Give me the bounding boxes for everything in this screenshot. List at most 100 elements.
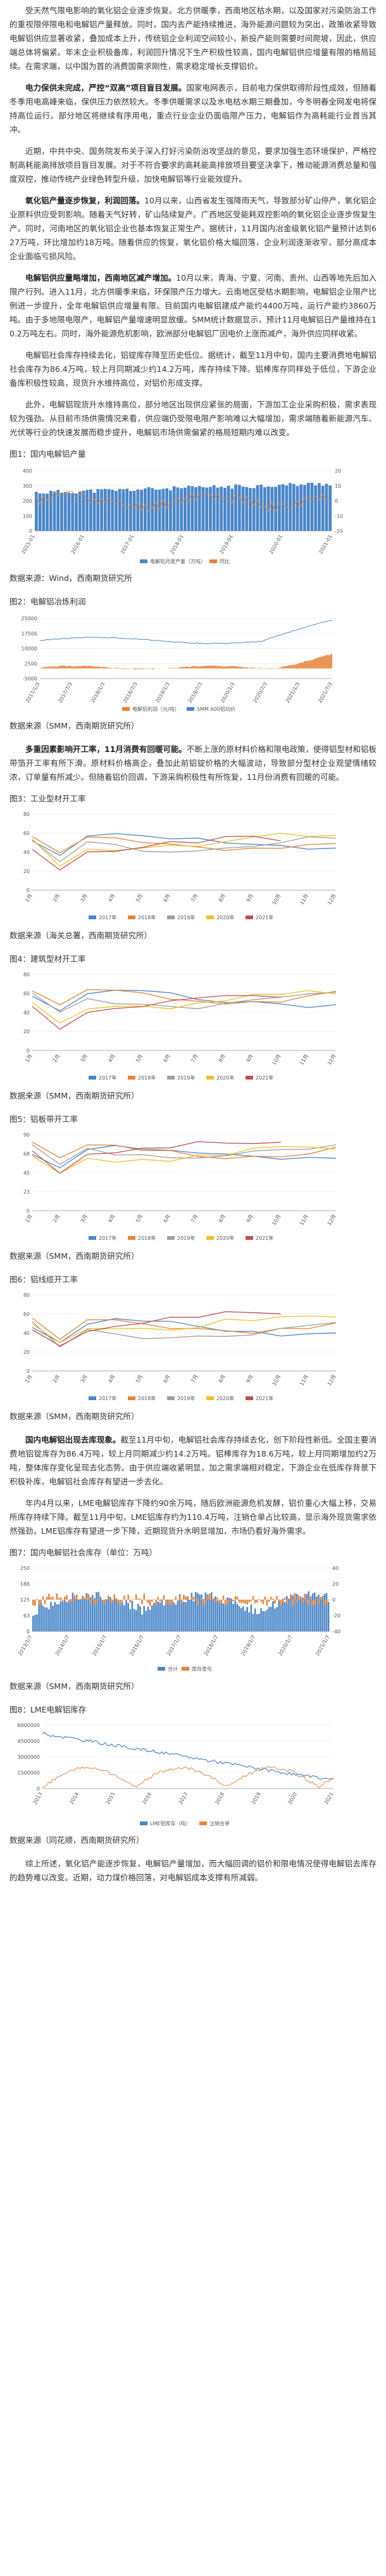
- bar: [194, 1591, 197, 1631]
- figure-source: 数据来源（海关总署，西南期货研究所）: [9, 931, 153, 940]
- bar: [178, 1594, 181, 1631]
- bar: [252, 488, 256, 531]
- legend-label: 2021年: [256, 1074, 273, 1081]
- bar: [216, 1600, 218, 1631]
- series-line: [32, 1146, 337, 1174]
- bar: [143, 488, 147, 531]
- bar: [183, 1595, 185, 1600]
- paragraph-text: 10月以来，山西省发生强降雨天气，导致部分矿山停产，氧化铝企业原料供应受到影响。…: [9, 196, 377, 261]
- bar: [270, 1597, 272, 1600]
- x-tick-label: 2021/1/3: [285, 682, 301, 705]
- legend-swatch: [246, 1236, 253, 1240]
- x-tick-label: 3月: [80, 1214, 89, 1224]
- x-tick-label: 2019/1/7: [240, 1635, 256, 1657]
- bar: [264, 1596, 266, 1600]
- bar: [172, 486, 176, 531]
- bar: [155, 1600, 157, 1605]
- x-tick-label: 5月: [135, 1214, 144, 1224]
- bar: [281, 484, 285, 531]
- bar: [62, 1602, 64, 1631]
- x-tick-label: 5月: [135, 1374, 144, 1384]
- y2-tick-label: 40: [332, 1565, 339, 1571]
- bar: [118, 488, 121, 531]
- bar: [105, 1598, 108, 1631]
- bar: [262, 1600, 264, 1605]
- bar: [49, 490, 53, 531]
- bar: [82, 1596, 84, 1631]
- bar: [35, 492, 38, 531]
- bar: [311, 1593, 314, 1631]
- bar: [87, 1597, 90, 1631]
- bar: [44, 1600, 46, 1604]
- x-tick-label: 1月: [24, 1054, 33, 1064]
- bar: [119, 1605, 121, 1631]
- bar: [204, 1592, 207, 1631]
- bar: [215, 1600, 216, 1603]
- bar: [266, 1609, 268, 1631]
- bar: [300, 1596, 302, 1600]
- bar: [189, 1600, 191, 1631]
- y2-tick-label: -20: [335, 528, 343, 534]
- paragraph-text: 电解铝社会库存持续去化，铝锭库存降至历史低位。据统计，截至11月中旬，国内主要消…: [9, 350, 377, 388]
- bar: [222, 1595, 225, 1600]
- bar: [228, 1598, 230, 1631]
- bar: [54, 1602, 56, 1631]
- bar: [268, 1600, 270, 1602]
- bar: [325, 1593, 328, 1631]
- bar: [137, 1604, 139, 1631]
- y-tick-label: 40: [23, 1330, 30, 1336]
- x-tick-label: 2月: [52, 1374, 61, 1384]
- bar: [278, 485, 281, 531]
- legend-swatch: [209, 559, 217, 563]
- chart-production: 0 -20 100 -10 200 0 300 10 400 20 2015-01 2016-01 20…: [9, 463, 364, 568]
- x-tick-label: 12月: [327, 1214, 337, 1227]
- bar: [197, 486, 201, 531]
- legend-swatch: [206, 1236, 214, 1240]
- bar: [137, 1598, 139, 1600]
- paragraph-lead: 国内电解铝出现去库现象。: [25, 1435, 121, 1444]
- bar: [113, 1599, 115, 1631]
- chart-cable: 0 20 40 60 80 1月 2月 3月 4月 5月 6月 7月 8月 9月 10月 11月 12月 2017…: [9, 1289, 364, 1406]
- x-tick-label: 2016-01: [70, 534, 86, 555]
- x-tick-label: 2020-01: [268, 534, 284, 555]
- figure-source: 数据来源：Wind，西南期货研究所: [9, 573, 132, 583]
- bar: [187, 1596, 189, 1600]
- bar: [75, 1599, 78, 1631]
- bar: [211, 1598, 213, 1600]
- bar: [154, 489, 158, 531]
- bar: [63, 492, 67, 531]
- bar: [206, 1595, 209, 1600]
- y-tick-label: 0: [27, 1368, 30, 1374]
- bar: [211, 1592, 213, 1631]
- bar: [52, 1597, 54, 1600]
- y-tick-label: 0: [27, 888, 30, 893]
- y-tick-label: 4500000: [17, 1738, 40, 1744]
- y-tick-label: 45: [23, 1170, 30, 1176]
- chart-lme-inventory: 0 1500000 3000000 4500000 6000000 2013 2014 201…: [9, 1719, 364, 1830]
- x-tick-label: 2017/1/7: [166, 1635, 182, 1657]
- bar: [147, 1606, 149, 1631]
- bar: [136, 489, 140, 531]
- x-tick-label: 4月: [107, 893, 116, 903]
- legend-label: 2020年: [216, 914, 234, 921]
- bar: [285, 485, 289, 531]
- bar: [209, 487, 212, 531]
- bar: [190, 1596, 193, 1600]
- x-tick-label: 2020/1/3: [220, 682, 236, 705]
- x-tick-label: 2018/1/7: [203, 1635, 220, 1657]
- bar: [171, 1599, 173, 1631]
- bar: [59, 1597, 62, 1600]
- bar: [236, 1596, 239, 1600]
- paragraph-text: 10月以来，青海、宁夏、河南、贵州、山西等地先后加入限产行列。进入11月，北方供…: [9, 273, 377, 338]
- x-tick-label: 2019-01: [219, 534, 235, 555]
- figure-source: 数据来源（同花顺，西南期货研究所）: [9, 1835, 144, 1845]
- bar: [230, 1598, 232, 1631]
- y-tick-label: 20: [23, 1029, 30, 1035]
- bar: [218, 1602, 221, 1631]
- y-tick-label: 300: [23, 483, 32, 489]
- bar: [75, 1594, 78, 1600]
- x-tick-label: 2020/7/3: [252, 682, 268, 705]
- x-tick-label: 8月: [218, 1374, 227, 1384]
- x-tick-label: 2017: [178, 1792, 189, 1806]
- bar: [42, 1605, 44, 1631]
